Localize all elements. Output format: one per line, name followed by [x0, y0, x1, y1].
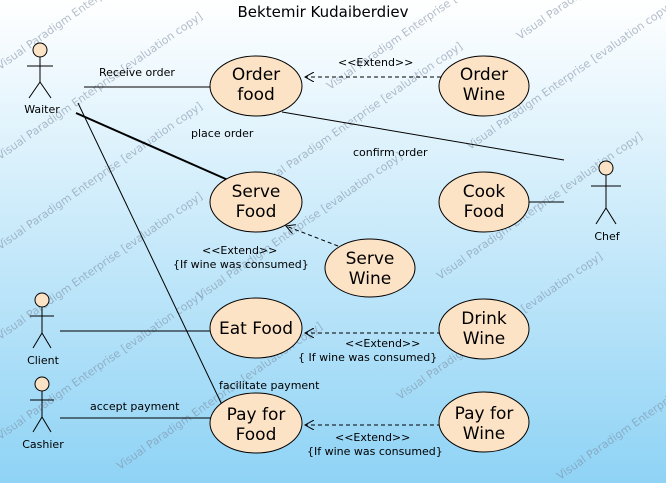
label-condition-pay-wine: {If wine was consumed}: [307, 445, 443, 458]
usecase-pay-wine-line1: Pay for: [455, 404, 514, 424]
usecase-order-wine-line1: Order: [460, 65, 508, 85]
usecase-eat-food-label: Eat Food: [219, 319, 293, 339]
usecase-drink-wine[interactable]: [438, 298, 530, 360]
actor-client[interactable]: [30, 292, 54, 349]
usecase-serve-food[interactable]: [209, 171, 303, 233]
label-facilitate-payment: facilitate payment: [219, 379, 320, 392]
label-condition-drink-wine: { If wine was consumed}: [298, 351, 437, 364]
actor-client-label: Client: [27, 354, 60, 367]
label-condition-serve-wine: {If wine was consumed}: [173, 258, 309, 271]
usecase-order-wine-line2: Wine: [463, 85, 505, 105]
usecase-pay-food[interactable]: [209, 392, 303, 454]
usecase-order-food-line1: Order: [232, 65, 280, 85]
use-cases: [209, 55, 530, 454]
label-extend-drink-wine: <<Extend>>: [345, 337, 420, 350]
usecase-order-food-line2: food: [237, 85, 275, 105]
label-extend-serve-wine: <<Extend>>: [202, 244, 277, 257]
usecase-pay-food-line2: Food: [236, 425, 277, 445]
actor-waiter-label: Waiter: [24, 103, 60, 116]
usecase-serve-wine-line2: Wine: [349, 269, 391, 289]
usecase-pay-wine[interactable]: [438, 391, 530, 453]
usecase-serve-wine-line1: Serve: [346, 249, 395, 269]
actor-waiter[interactable]: [27, 42, 53, 99]
label-extend-pay-wine: <<Extend>>: [335, 431, 410, 444]
usecase-order-wine[interactable]: [438, 55, 530, 117]
usecase-drink-wine-line2: Wine: [463, 329, 505, 349]
assoc-waiter-pay-food: [77, 102, 224, 408]
usecase-serve-wine[interactable]: [324, 238, 416, 298]
assoc-order-food-chef: [281, 111, 565, 161]
usecase-drink-wine-line1: Drink: [461, 309, 507, 329]
assoc-waiter-serve-food: [75, 112, 229, 181]
usecase-serve-food-line1: Serve: [232, 182, 281, 202]
diagram-title: Bektemir Kudaiberdiev: [238, 3, 409, 21]
usecase-serve-food-line2: Food: [236, 202, 277, 222]
usecase-cook-food-line1: Cook: [463, 182, 506, 202]
usecase-pay-wine-line2: Wine: [463, 424, 505, 444]
usecase-pay-food-line1: Pay for: [227, 405, 286, 425]
usecase-order-food[interactable]: [209, 55, 303, 117]
label-confirm-order: confirm order: [353, 146, 428, 159]
usecase-eat-food[interactable]: [209, 297, 303, 359]
actor-cashier[interactable]: [30, 376, 54, 433]
label-accept-payment: accept payment: [90, 400, 180, 413]
actor-cashier-label: Cashier: [22, 438, 64, 451]
usecase-cook-food-line2: Food: [464, 202, 505, 222]
label-extend-order-wine: <<Extend>>: [338, 56, 413, 69]
extend-serve-wine: [286, 226, 339, 247]
label-place-order: place order: [191, 127, 254, 140]
extend-relations: [286, 77, 441, 425]
actor-chef[interactable]: [591, 160, 621, 225]
usecase-cook-food[interactable]: [438, 171, 530, 233]
label-receive-order: Receive order: [99, 66, 175, 79]
actor-chef-label: Chef: [594, 230, 620, 243]
associations: [60, 86, 565, 419]
